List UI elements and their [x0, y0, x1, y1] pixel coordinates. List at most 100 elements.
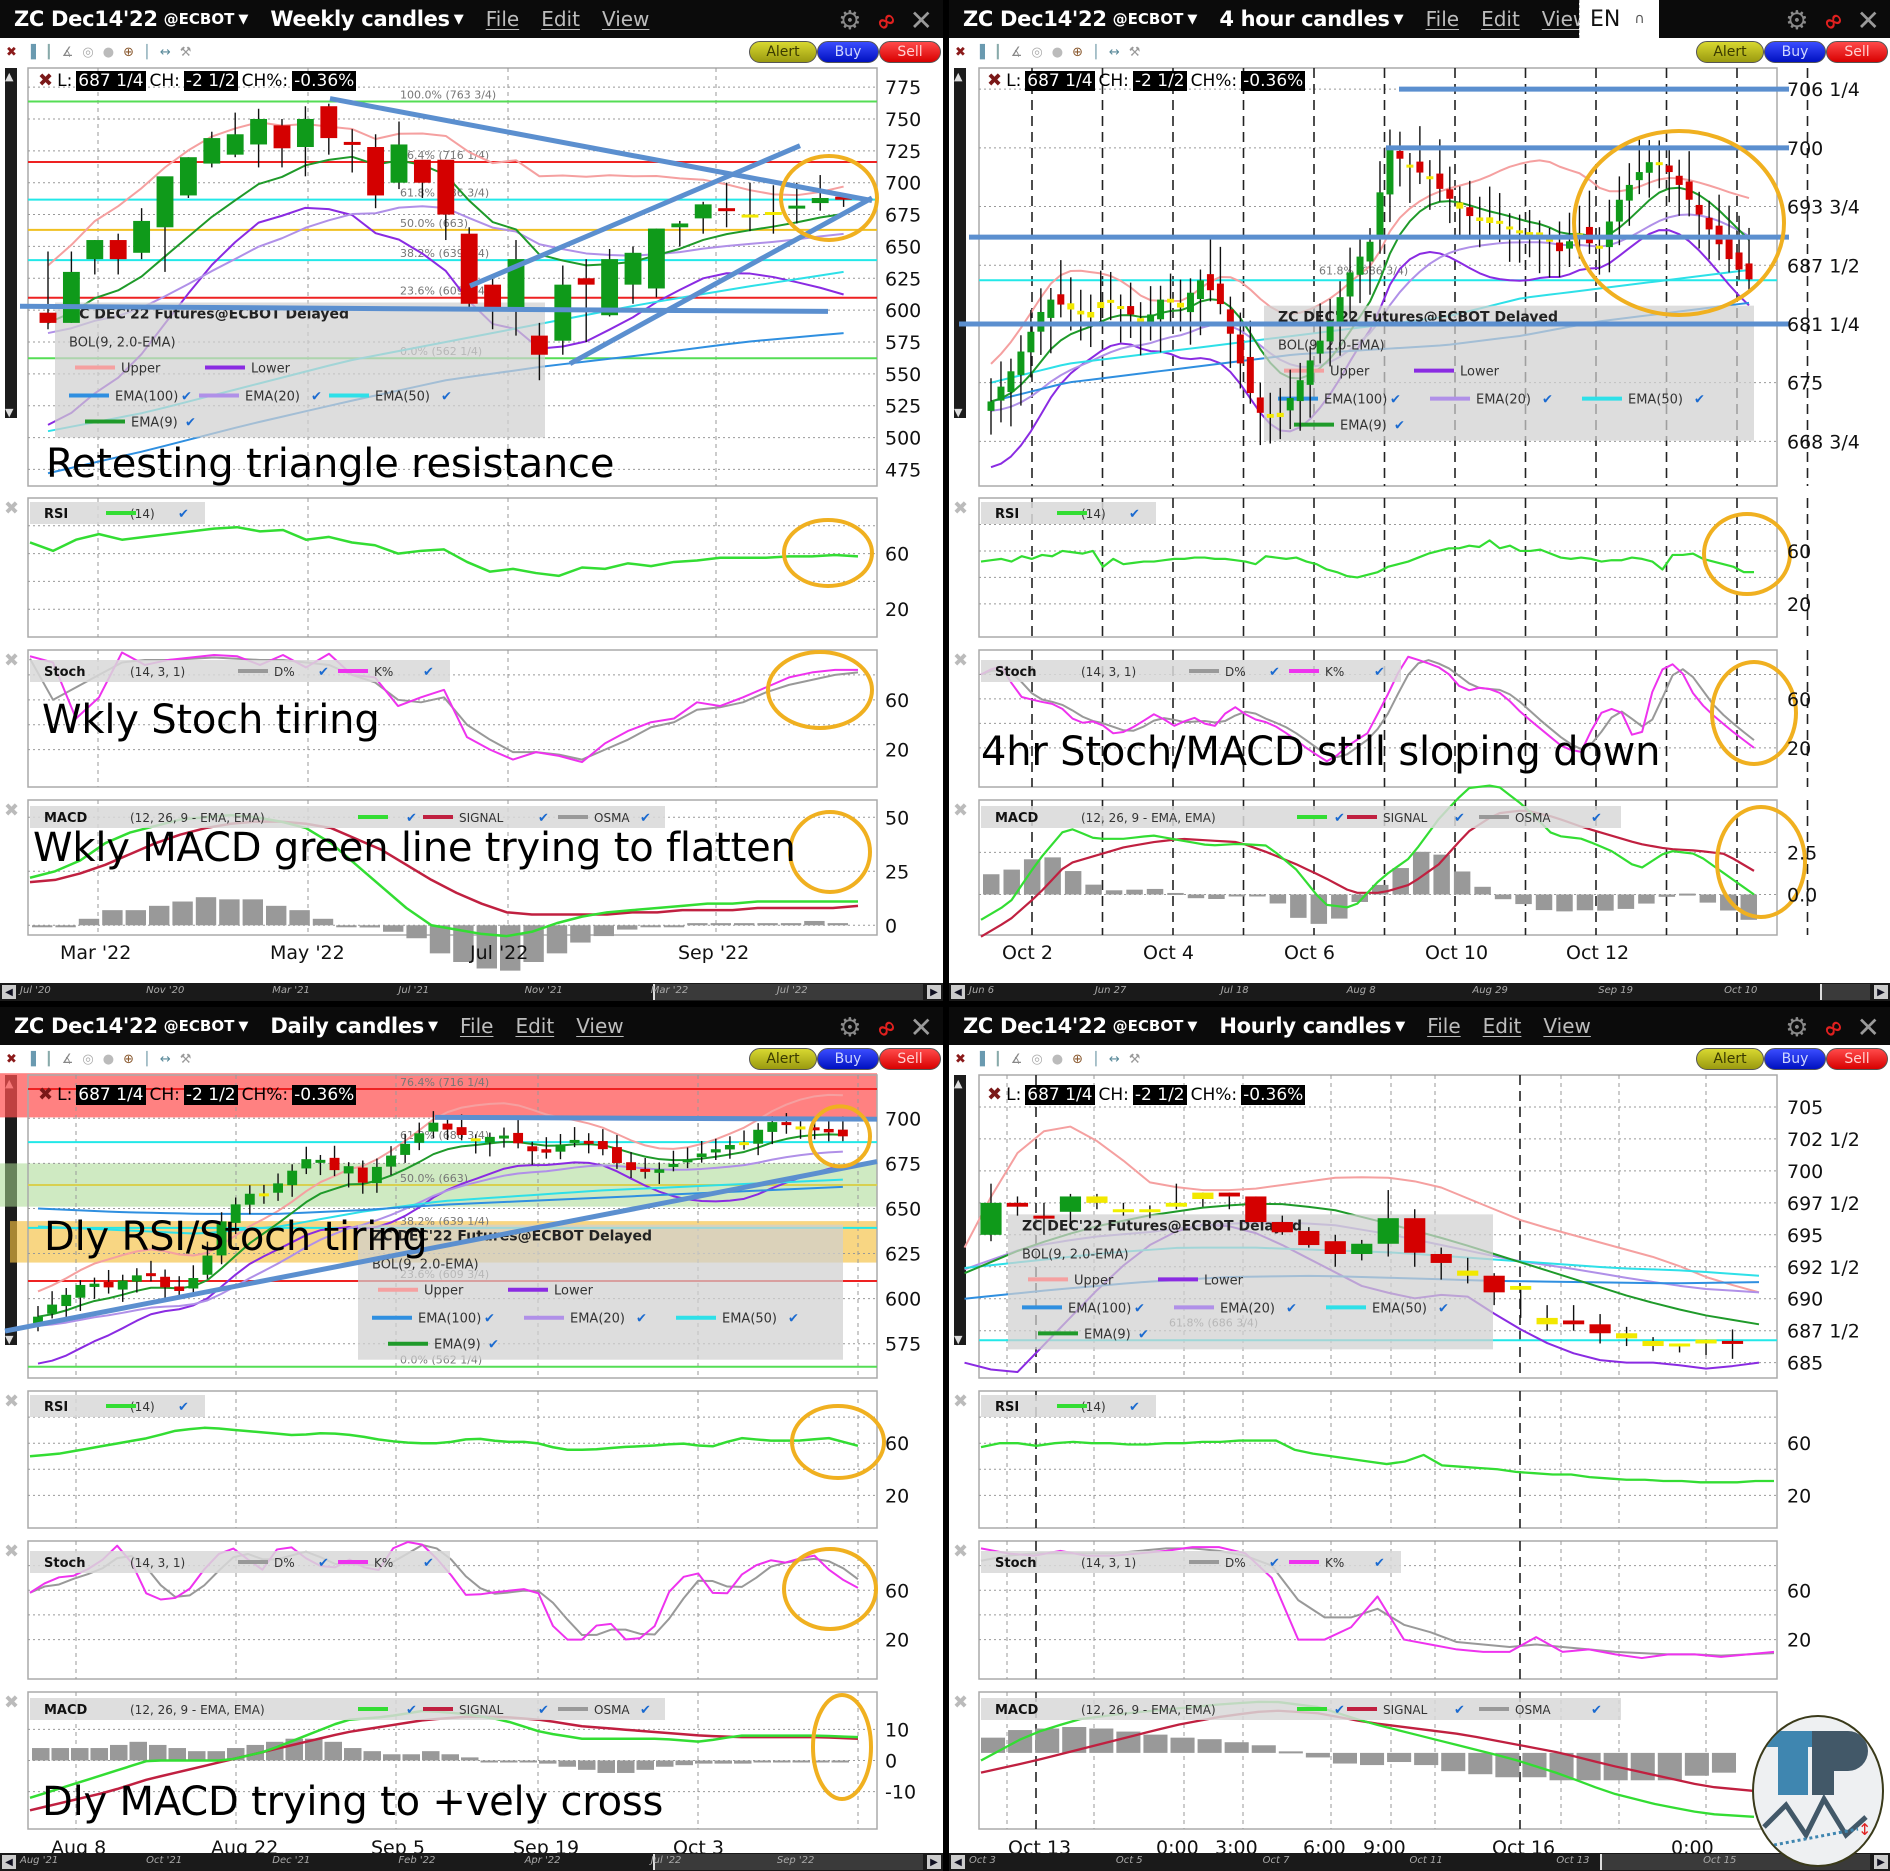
- checkbox-icon[interactable]: ✔: [178, 1400, 189, 1415]
- symbol-selector[interactable]: ZC Dec14'22: [963, 7, 1107, 31]
- wrench-icon[interactable]: ⚒: [1128, 44, 1141, 60]
- expand-icon[interactable]: ↔: [159, 44, 171, 60]
- checkbox-icon[interactable]: ✔: [441, 389, 452, 404]
- sell-button[interactable]: Sell: [879, 1048, 941, 1070]
- symbol-selector[interactable]: ZC Dec14'22: [14, 7, 158, 31]
- scroll-up-icon[interactable]: ▲: [954, 1077, 963, 1090]
- checkbox-icon[interactable]: ✔: [423, 1556, 434, 1571]
- close-pane-icon[interactable]: ✖: [4, 800, 19, 821]
- scroll-up-icon[interactable]: ▲: [954, 70, 963, 83]
- close-icon[interactable]: ✕: [1856, 4, 1880, 37]
- scroll-down-icon[interactable]: ▼: [954, 406, 963, 419]
- checkbox-icon[interactable]: ✔: [406, 811, 417, 826]
- checkbox-icon[interactable]: ✔: [1694, 393, 1705, 408]
- scroll-down-icon[interactable]: ▼: [954, 1333, 963, 1346]
- chart-canvas[interactable]: ▲▼100.0% (763 3/4)76.4% (716 1/4)61.8% (…: [0, 66, 943, 983]
- crosshair-icon[interactable]: ⊕: [1072, 44, 1083, 60]
- link-icon[interactable]: ∞: [1816, 1010, 1849, 1045]
- buy-button[interactable]: Buy: [817, 41, 879, 63]
- chevron-down-icon[interactable]: ▼: [427, 1018, 438, 1034]
- alert-button[interactable]: Alert: [749, 41, 817, 63]
- period-selector[interactable]: 4 hour candles: [1219, 7, 1390, 31]
- close-icon[interactable]: ✖: [987, 1084, 1003, 1105]
- link-icon[interactable]: ∞: [869, 1010, 902, 1045]
- chart-canvas[interactable]: ▲▼61.8% (686 3/4)ZC DEC'22 Futures@ECBOT…: [949, 1073, 1890, 1853]
- close-icon[interactable]: ✕: [1856, 1011, 1880, 1044]
- bars-icon[interactable]: ┃: [993, 44, 1002, 60]
- wrench-icon[interactable]: ⚒: [179, 44, 192, 60]
- checkbox-icon[interactable]: ✔: [640, 811, 651, 826]
- close-icon[interactable]: ✕: [909, 4, 933, 37]
- sell-button[interactable]: Sell: [1826, 41, 1888, 63]
- bar-type-icon[interactable]: ▐: [974, 44, 985, 60]
- expand-icon[interactable]: ↔: [1108, 1051, 1120, 1067]
- close-icon[interactable]: ✖: [987, 70, 1003, 91]
- scroll-up-icon[interactable]: ▲: [5, 70, 14, 83]
- menu-file[interactable]: File: [485, 7, 520, 31]
- zoom-in-icon[interactable]: ◎: [82, 44, 94, 60]
- scroll-down-icon[interactable]: ▼: [5, 1333, 14, 1346]
- line-tool-icon[interactable]: ∡: [1010, 44, 1023, 60]
- zoom-in-icon[interactable]: ◎: [1031, 1051, 1043, 1067]
- line-tool-icon[interactable]: ∡: [61, 44, 74, 60]
- checkbox-icon[interactable]: ✔: [1129, 1400, 1140, 1415]
- close-pane-icon[interactable]: ✖: [4, 1391, 19, 1412]
- checkbox-icon[interactable]: ✔: [181, 389, 192, 404]
- checkbox-icon[interactable]: ✔: [1390, 393, 1401, 408]
- close-icon[interactable]: ✖: [6, 44, 17, 60]
- exchange-label[interactable]: @ECBOT: [163, 1017, 235, 1035]
- gear-icon[interactable]: ⚙: [838, 1012, 862, 1043]
- bars-icon[interactable]: ┃: [993, 1051, 1002, 1067]
- checkbox-icon[interactable]: ✔: [178, 507, 189, 522]
- time-scrollbar[interactable]: ◀ ▶ Jun 6 Jun 27 Jul 18 Aug 8 Aug 29 Sep 19 Oct …: [949, 983, 1890, 1001]
- chart-canvas[interactable]: ▲▼61.8% (686 3/4)ZC DEC'22 Futures@ECBOT…: [949, 66, 1890, 983]
- menu-edit[interactable]: Edit: [541, 7, 580, 31]
- close-icon[interactable]: ✖: [38, 1084, 54, 1105]
- wrench-icon[interactable]: ⚒: [1128, 1051, 1141, 1067]
- menu-file[interactable]: File: [459, 1014, 494, 1038]
- checkbox-icon[interactable]: ✔: [318, 665, 329, 680]
- checkbox-icon[interactable]: ✔: [1334, 1703, 1345, 1718]
- checkbox-icon[interactable]: ✔: [1134, 1301, 1145, 1316]
- scroll-right-icon[interactable]: ▶: [1874, 985, 1888, 999]
- chart-canvas[interactable]: ▲▼76.4% (716 1/4)61.8% (686 3/4)50.0% (6…: [0, 1073, 943, 1853]
- chevron-down-icon[interactable]: ▼: [238, 1018, 249, 1034]
- link-icon[interactable]: ∞: [1816, 3, 1849, 38]
- scroll-left-icon[interactable]: ◀: [951, 985, 965, 999]
- zoom-in-icon[interactable]: ◎: [82, 1051, 94, 1067]
- checkbox-icon[interactable]: ✔: [1542, 393, 1553, 408]
- chevron-down-icon[interactable]: ▼: [1187, 11, 1198, 27]
- zoom-out-icon[interactable]: ●: [1051, 1051, 1064, 1067]
- close-pane-icon[interactable]: ✖: [953, 800, 968, 821]
- vertical-scrollbar[interactable]: [954, 1075, 966, 1345]
- bar-type-icon[interactable]: ▐: [974, 1051, 985, 1067]
- gear-icon[interactable]: ⚙: [838, 5, 862, 36]
- checkbox-icon[interactable]: ✔: [484, 1312, 495, 1327]
- exchange-label[interactable]: @ECBOT: [1112, 1017, 1184, 1035]
- close-pane-icon[interactable]: ✖: [953, 1692, 968, 1713]
- menu-view[interactable]: View: [601, 7, 650, 31]
- symbol-selector[interactable]: ZC Dec14'22: [14, 1014, 158, 1038]
- checkbox-icon[interactable]: ✔: [1269, 1556, 1280, 1571]
- bars-icon[interactable]: ┃: [44, 44, 53, 60]
- buy-button[interactable]: Buy: [1764, 41, 1826, 63]
- menu-view[interactable]: View: [1543, 1014, 1591, 1038]
- scrollbar-thumb[interactable]: [653, 984, 923, 1000]
- vertical-scrollbar[interactable]: [954, 68, 966, 418]
- time-scrollbar[interactable]: ◀ ▶ Aug '21 Oct '21 Dec '21 Feb '22 Apr '22 Jul…: [0, 1853, 943, 1871]
- wrench-icon[interactable]: ⚒: [179, 1051, 192, 1067]
- checkbox-icon[interactable]: ✔: [636, 1312, 647, 1327]
- checkbox-icon[interactable]: ✔: [538, 811, 549, 826]
- close-pane-icon[interactable]: ✖: [4, 1541, 19, 1562]
- expand-icon[interactable]: ↔: [1108, 44, 1120, 60]
- close-icon[interactable]: ✖: [955, 1051, 966, 1067]
- expand-icon[interactable]: ↔: [159, 1051, 171, 1067]
- language-indicator[interactable]: EN ∩: [1579, 0, 1659, 38]
- chevron-down-icon[interactable]: ▼: [453, 11, 464, 27]
- time-scrollbar[interactable]: ◀ ▶ Jul '20 Nov '20 Mar '21 Jul '21 Nov '21 Mar…: [0, 983, 943, 1001]
- checkbox-icon[interactable]: ✔: [423, 665, 434, 680]
- line-tool-icon[interactable]: ∡: [61, 1051, 74, 1067]
- zoom-out-icon[interactable]: ●: [102, 1051, 115, 1067]
- menu-edit[interactable]: Edit: [1482, 1014, 1522, 1038]
- sell-button[interactable]: Sell: [1826, 1048, 1888, 1070]
